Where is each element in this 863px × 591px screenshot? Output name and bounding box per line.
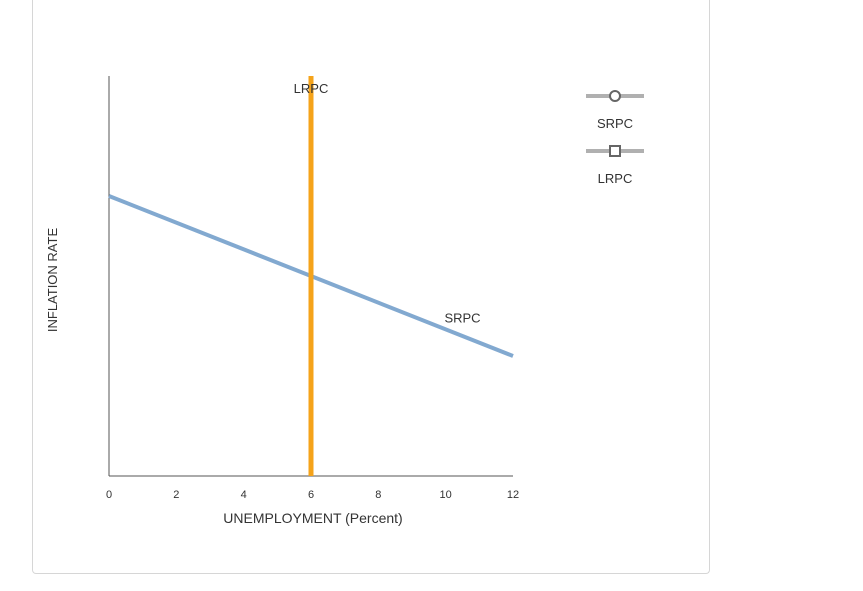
legend-lrpc-label: LRPC [597,171,633,186]
x-tick-label: 6 [308,489,314,501]
legend: SRPC LRPC [580,88,650,198]
axes: 0 2 4 6 8 10 12 UNEMPLOYMENT (Percent) INFLATION… [45,76,519,526]
y-axis-title: INFLATION RATE [45,228,60,333]
legend-item-lrpc[interactable]: LRPC [580,143,650,186]
x-tick-label: 8 [375,489,381,501]
x-tick-label: 12 [507,489,519,501]
legend-srpc-swatch [586,90,644,102]
legend-item-srpc[interactable]: SRPC [580,88,650,131]
legend-lrpc-square-marker [609,145,621,157]
srpc-curve-label: SRPC [444,311,480,326]
lrpc-curve-label: LRPC [294,81,329,96]
x-tick-label: 4 [241,489,247,501]
x-axis-title: UNEMPLOYMENT (Percent) [223,510,402,526]
legend-lrpc-swatch [586,145,644,157]
x-tick-label: 10 [440,489,452,501]
series-layer [108,76,514,476]
labels-layer: SRPC LRPC [294,81,481,326]
legend-srpc-label: SRPC [596,116,634,131]
x-tick-label: 2 [173,489,179,501]
x-tick-label: 0 [106,489,112,501]
legend-srpc-circle-marker [609,90,621,102]
